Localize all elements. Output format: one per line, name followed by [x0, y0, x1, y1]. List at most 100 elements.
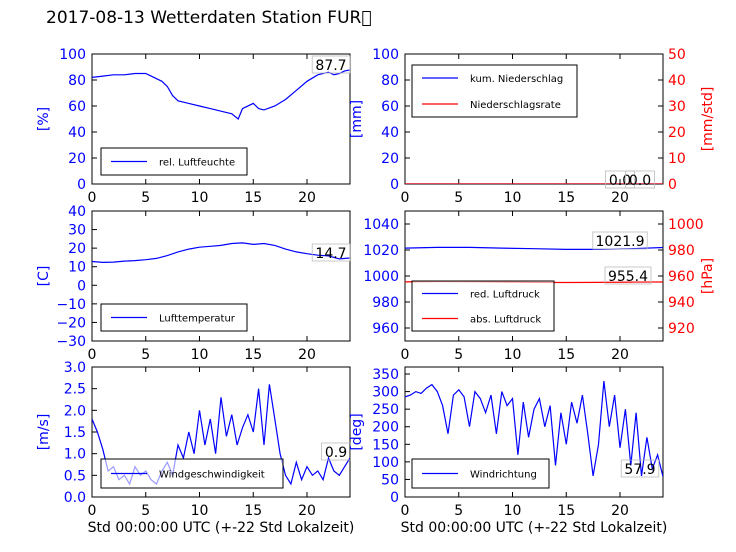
- annotation-box: [311, 243, 351, 262]
- legend: Lufttemperatur: [100, 303, 248, 332]
- x-tick-label: 10: [191, 190, 209, 206]
- x-tick-label: 5: [141, 503, 150, 519]
- y-tick-label: 20: [381, 151, 399, 167]
- x-tick-label: 20: [298, 190, 316, 206]
- y2-tick-label: 20: [668, 125, 686, 141]
- legend-frame: [411, 280, 555, 332]
- y-tick-label: 80: [381, 73, 399, 89]
- y-tick-label: 20: [68, 241, 86, 257]
- y-axis-label: [deg]: [349, 413, 365, 450]
- value-annotation: 1021.9: [596, 234, 645, 250]
- y-tick-label: 30: [68, 223, 86, 239]
- y-tick-label: 250: [372, 402, 399, 418]
- legend-label: Niederschlagsrate: [470, 100, 561, 111]
- y2-axis-label: [hPa]: [700, 258, 716, 294]
- y2-tick-label: 40: [668, 73, 686, 89]
- y-tick-label: 0.5: [64, 468, 86, 484]
- y2-tick-label: 50: [668, 47, 686, 63]
- y-tick-label: 150: [372, 437, 399, 453]
- x-tick-label: 20: [611, 190, 629, 206]
- value-annotation: 0.0: [609, 173, 631, 189]
- x-tick-label: 0: [88, 503, 97, 519]
- value-annotation: 14.7: [315, 246, 346, 262]
- y2-tick-label: 0: [668, 177, 677, 193]
- y-tick-label: 20: [68, 151, 86, 167]
- legend-label: kum. Niederschlag: [470, 74, 563, 85]
- legend: red. Luftdruck abs. Luftdruck: [411, 280, 555, 332]
- annotation-box: [605, 170, 636, 189]
- y2-tick-label: 920: [668, 321, 695, 337]
- x-tick-label: 5: [454, 503, 463, 519]
- panel-pressure: 0 5 10 15 20 960 980 1000 1020 1040 920 940 960 980 10…: [363, 210, 716, 363]
- x-tick-label: 15: [244, 190, 262, 206]
- y-tick-label: 60: [68, 99, 86, 115]
- value-annotation: 955.4: [608, 269, 648, 285]
- x-tick-label: 0: [401, 503, 410, 519]
- legend-label: Windgeschwindigkeit: [159, 470, 265, 481]
- panel-windspeed: 0 5 10 15 20 0.0 0.5 1.0 1.5 2.0 2.5 3.0 [m/s] Std 00…: [36, 360, 354, 536]
- y-axis-label: [m/s]: [36, 414, 52, 451]
- value-annotation: 57.9: [624, 462, 655, 478]
- y-tick-label: 100: [372, 47, 399, 63]
- value-annotation: 0.0: [629, 173, 651, 189]
- panel-precip: 0 5 10 15 20 0 20 40 60 80 100 [mm] 0 10 20 30 40 50 [mm/s…: [349, 47, 716, 206]
- y-tick-label: 960: [372, 321, 399, 337]
- x-tick-label: 15: [244, 347, 262, 363]
- y-tick-label: 2.5: [64, 382, 86, 398]
- value-annotation: 87.7: [315, 58, 346, 74]
- x-tick-label: 0: [88, 190, 97, 206]
- y-tick-label: 40: [68, 125, 86, 141]
- legend: Windrichtung: [411, 458, 550, 489]
- y2-tick-label: 960: [668, 269, 695, 285]
- y2-axis-label: [mm/std]: [700, 87, 716, 152]
- x-tick-label: 0: [88, 347, 97, 363]
- x-tick-label: 5: [141, 190, 150, 206]
- panel-temperature: 0 5 10 15 20 −30 −20 −10 0 10 20 30 40 [C] Lufttempera…: [36, 204, 351, 363]
- y-tick-label: 2.0: [64, 403, 86, 419]
- series-line: [405, 381, 663, 477]
- x-tick-label: 20: [298, 347, 316, 363]
- y-tick-label: 300: [372, 385, 399, 401]
- y-tick-label: 1000: [363, 269, 399, 285]
- legend: rel. Luftfeuchte: [100, 147, 248, 176]
- y-tick-label: 40: [381, 125, 399, 141]
- x-tick-label: 10: [191, 347, 209, 363]
- series-line: [92, 69, 350, 120]
- y-tick-label: 1020: [363, 243, 399, 259]
- x-tick-label: 0: [401, 347, 410, 363]
- x-tick-label: 20: [611, 503, 629, 519]
- annotation-box: [320, 442, 351, 461]
- y-tick-label: 1.0: [64, 447, 86, 463]
- legend: Windgeschwindigkeit: [100, 458, 284, 489]
- x-tick-label: 10: [191, 503, 209, 519]
- y-tick-label: −10: [56, 297, 86, 313]
- x-tick-label: 5: [454, 190, 463, 206]
- y-tick-label: 50: [381, 472, 399, 488]
- x-tick-label: 15: [557, 190, 575, 206]
- legend-label: Lufttemperatur: [159, 314, 236, 325]
- x-axis-label: Std 00:00:00 UTC (+-22 Std Lokalzeit): [401, 520, 668, 536]
- y2-tick-label: 980: [668, 243, 695, 259]
- y-tick-label: 3.0: [64, 360, 86, 376]
- y-axis-label: [mm]: [349, 100, 365, 138]
- y-tick-label: −30: [56, 334, 86, 350]
- y-axis-label: [C]: [36, 266, 52, 287]
- y2-tick-label: 940: [668, 295, 695, 311]
- legend-frame: [411, 64, 578, 118]
- y-tick-label: 980: [372, 295, 399, 311]
- x-tick-label: 20: [298, 503, 316, 519]
- y-tick-label: 0: [77, 278, 86, 294]
- legend-label: red. Luftdruck: [470, 290, 540, 301]
- annotation-box: [625, 170, 656, 189]
- y-tick-label: 100: [372, 455, 399, 471]
- x-tick-label: 20: [611, 347, 629, 363]
- legend-label: Windrichtung: [470, 470, 537, 481]
- y-tick-label: 0: [77, 177, 86, 193]
- y-tick-label: 40: [68, 204, 86, 220]
- annotation-box: [620, 459, 660, 478]
- y-tick-label: 0.0: [64, 490, 86, 506]
- y-tick-label: 60: [381, 99, 399, 115]
- figure-title: 2017-08-13 Wetterdaten Station FUR : [46, 8, 372, 28]
